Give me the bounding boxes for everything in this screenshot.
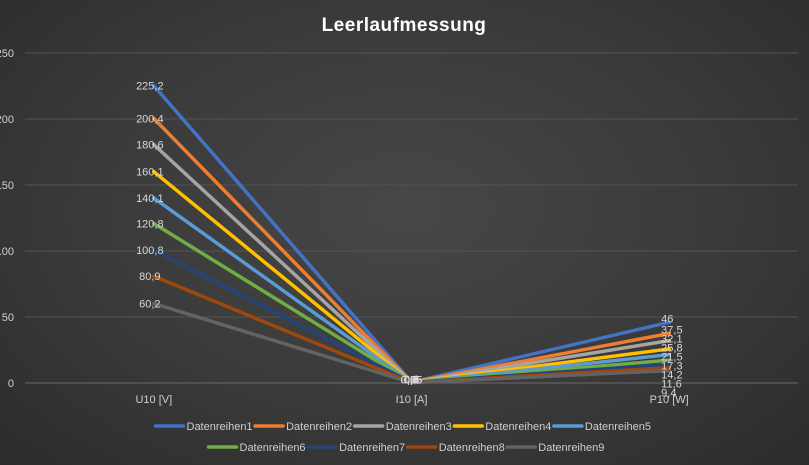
data-labels: 225,2 0,6 46 200,4 0,55 37,5 180,6 0,5 32,1 160,1… — [136, 81, 683, 400]
y-tick-label: 100 — [0, 246, 14, 258]
data-point — [667, 352, 671, 357]
data-label: 120,8 — [136, 219, 164, 231]
legend-label: Datenreihen4 — [485, 421, 551, 433]
y-tick-label: 150 — [0, 180, 14, 192]
data-point — [152, 83, 156, 88]
data-label: 32,1 — [661, 334, 682, 346]
legend-label: Datenreihen9 — [538, 442, 604, 454]
legend-label: Datenreihen3 — [386, 421, 452, 433]
data-label: 0,25 — [401, 375, 422, 387]
data-point — [667, 347, 671, 351]
data-label: 60,2 — [139, 299, 160, 311]
data-label: 200,4 — [136, 113, 164, 125]
x-tick-label: P10 [W] — [650, 394, 689, 406]
axis-labels: 0 50 100 150 200 250 U10 [V] I10 [A] P10 [W] — [0, 48, 689, 406]
data-point — [152, 274, 156, 279]
data-point — [667, 365, 671, 370]
data-label: 0,3 — [404, 375, 419, 387]
data-point — [667, 331, 671, 336]
data-point — [667, 358, 671, 362]
chart-title: Leerlaufmessung — [322, 15, 487, 36]
data-label: 80,9 — [139, 271, 160, 283]
data-label: 225,2 — [136, 81, 164, 93]
series-line-4 — [152, 169, 671, 385]
data-label: 0,2 — [404, 375, 419, 387]
data-label: 17,3 — [661, 361, 682, 373]
data-point — [152, 142, 156, 147]
data-point — [409, 380, 414, 385]
data-point — [667, 362, 671, 367]
y-tick-label: 50 — [2, 312, 14, 324]
data-label: 14,2 — [661, 370, 682, 382]
data-label: 0,55 — [401, 374, 422, 386]
data-point — [667, 368, 671, 373]
series-line-2 — [152, 116, 671, 385]
data-label: 21,5 — [661, 352, 682, 364]
legend-label: Datenreihen6 — [240, 442, 306, 454]
data-label: 37,5 — [661, 325, 682, 337]
legend: Datenreihen1 Datenreihen2 Datenreihen3 Date… — [153, 421, 651, 454]
x-tick-label: U10 [V] — [135, 394, 172, 406]
y-tick-label: 250 — [0, 48, 14, 60]
data-label: 0,6 — [404, 374, 419, 386]
data-label: 46 — [661, 313, 673, 325]
data-point — [152, 169, 156, 174]
data-label: 11,6 — [661, 379, 682, 391]
data-label: 180,6 — [136, 140, 164, 152]
data-label: 9,4 — [661, 388, 676, 400]
legend-label: Datenreihen7 — [339, 442, 405, 454]
legend-label: Datenreihen8 — [439, 442, 505, 454]
data-point — [667, 338, 671, 343]
data-label: 0,45 — [401, 374, 422, 386]
data-point — [152, 301, 156, 306]
x-tick-label: I10 [A] — [396, 394, 428, 406]
data-point — [152, 116, 156, 121]
data-label: 25,8 — [661, 343, 682, 355]
data-label: 0,4 — [404, 374, 419, 386]
legend-label: Datenreihen5 — [585, 421, 651, 433]
data-point — [152, 248, 156, 252]
legend-label: Datenreihen2 — [286, 421, 352, 433]
data-label: 0,5 — [404, 374, 419, 386]
y-tick-label: 0 — [8, 378, 14, 390]
legend-label: Datenreihen1 — [187, 421, 253, 433]
data-label: 160,1 — [136, 167, 164, 179]
data-point — [667, 320, 671, 325]
y-tick-label: 200 — [0, 114, 14, 126]
series-lines — [152, 83, 671, 385]
data-label: 140,1 — [136, 193, 164, 205]
data-point — [152, 196, 156, 200]
data-label: 0,35 — [401, 375, 422, 387]
data-label: 100,8 — [136, 245, 164, 257]
data-point — [152, 221, 156, 226]
